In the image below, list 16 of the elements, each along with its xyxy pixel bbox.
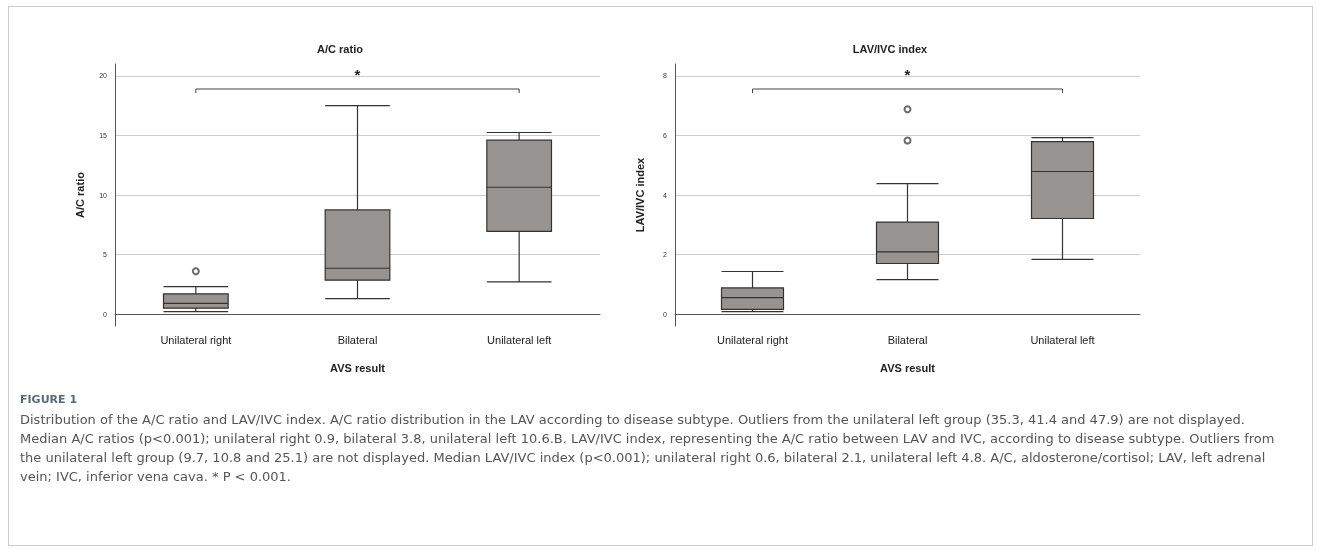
x-tick-label: Unilateral right: [160, 333, 232, 346]
x-tick-label: Unilateral left: [1030, 333, 1095, 346]
x-tick-label: Bilateral: [887, 333, 928, 346]
chart-title: LAV/IVC index: [852, 42, 929, 55]
x-axis-title: AVS result: [880, 361, 936, 374]
annotation: *: [354, 66, 361, 83]
y-axis-title: LAV/IVC index: [633, 156, 646, 233]
caption: FIGURE 1: [20, 393, 79, 406]
x-tick-label: Unilateral right: [717, 333, 788, 346]
x-tick-label: Unilateral left: [487, 333, 552, 346]
annotation: *: [904, 66, 911, 83]
text: Distribution of the A/C ratio and LAV/IVC index. A/C ratio distribution in the LAV according to disease subtype. Outliers from the unilateral left group (35.3, 41.4 and 47.9) are not displayed. Median A/C ratios (p<0.001); unilateral right 0.9, bilateral 3.8, unilateral left 10.6.B. LAV/IVC index, representing the A/C ratio between LAV and IVC, according to disease subtype. Outliers from the unilateral left group (9.7, 10.8 and 25.1) are not displayed. Median LAV/IVC index (p<0.001); unilateral right 0.6, bilateral 2.1, unilateral left 4.8. A/C, aldosterone/cortisol; LAV, left adrenal vein; IVC, inferior vena cava. * P < 0.001.: [20, 411, 1276, 486]
x-axis-title: AVS result: [330, 361, 386, 374]
chart-title: A/C ratio: [317, 42, 364, 55]
y-axis-title: A/C ratio: [73, 171, 86, 218]
x-tick-label: Bilateral: [337, 333, 378, 346]
